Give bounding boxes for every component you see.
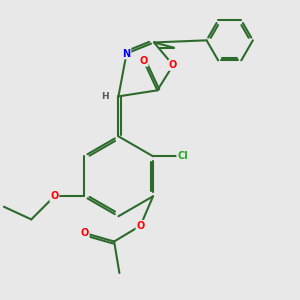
Text: O: O (169, 60, 177, 70)
Text: Cl: Cl (177, 151, 188, 161)
Text: O: O (140, 56, 148, 66)
Text: N: N (122, 49, 130, 58)
Text: O: O (136, 221, 145, 231)
Text: H: H (101, 92, 109, 101)
Text: O: O (50, 191, 59, 201)
Text: O: O (81, 228, 89, 238)
